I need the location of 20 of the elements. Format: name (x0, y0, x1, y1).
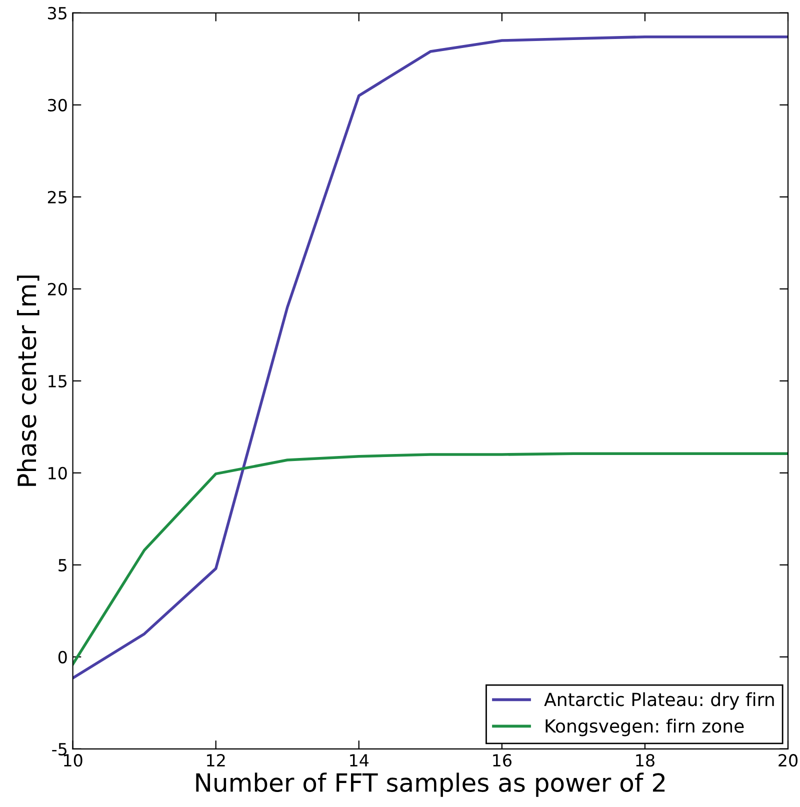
y-tick-label: 30 (48, 98, 67, 112)
y-tick-label: 0 (58, 650, 67, 664)
y-tick-label: 15 (48, 375, 66, 388)
y-tick-label: 25 (48, 190, 66, 204)
y-tick-label: 20 (48, 282, 67, 296)
legend-label: Kongsvegen: firn zone (546, 718, 744, 736)
x-tick-label: 12 (207, 754, 225, 766)
x-tick-label: 14 (350, 754, 369, 766)
y-tick-label: 5 (58, 559, 66, 572)
x-tick-label: 20 (778, 754, 798, 767)
y-tick-label: 35 (48, 6, 66, 20)
y-axis-title: Phase center [m] (16, 276, 40, 486)
x-tick-label: 16 (493, 754, 512, 767)
y-tick-label: -5 (52, 743, 66, 756)
x-tick-label: 18 (636, 754, 654, 767)
legend-label: Antarctic Plateau: dry firn (544, 692, 774, 710)
x-axis-title: Number of FFT samples as power of 2 (196, 772, 665, 797)
line-series (72, 452, 788, 666)
y-tick-label: 10 (48, 466, 67, 480)
line-series (72, 35, 788, 680)
